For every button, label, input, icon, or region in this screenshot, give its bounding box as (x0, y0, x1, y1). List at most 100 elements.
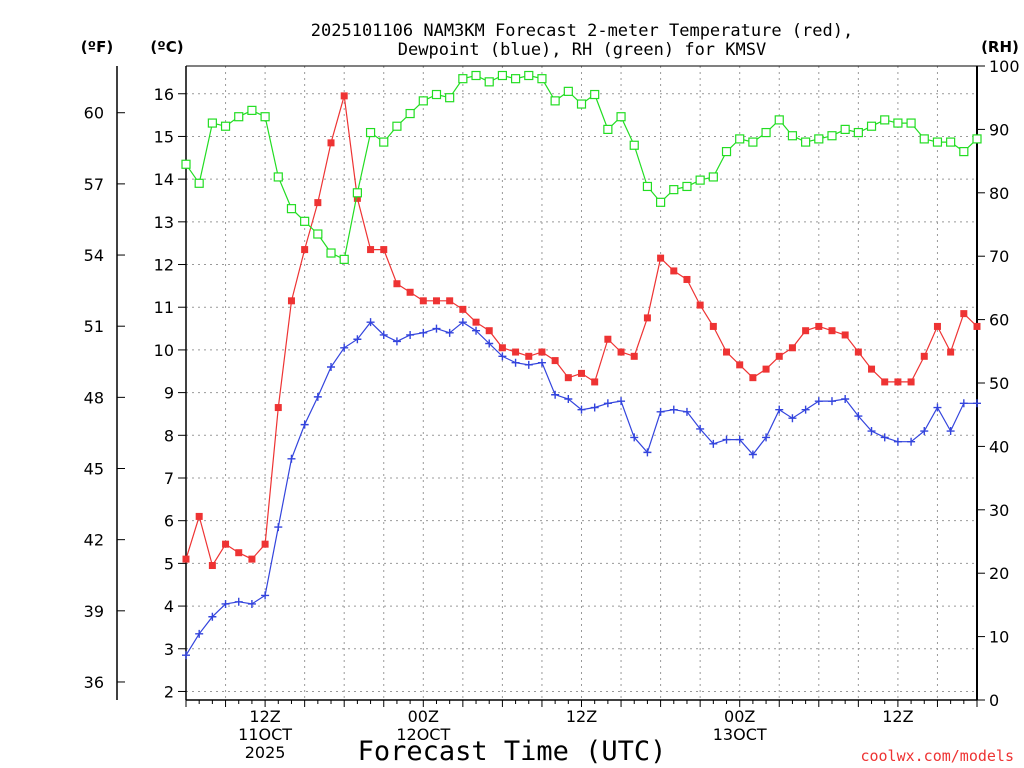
2-meter-temperature-point (446, 297, 454, 305)
celsius-tick-label: 7 (164, 469, 174, 488)
rh-point (616, 112, 626, 122)
2-meter-temperature-point (459, 305, 467, 313)
dewpoint-point (801, 405, 810, 414)
2-meter-temperature-point (894, 378, 902, 386)
dewpoint-point (485, 339, 494, 348)
rh-point (497, 70, 507, 81)
rh-point (300, 216, 310, 226)
2-meter-temperature-point (261, 540, 269, 548)
dewpoint-point (327, 362, 336, 371)
celsius-tick-label: 16 (154, 85, 174, 104)
2-meter-temperature-point (973, 322, 981, 330)
fahrenheit-tick-label: 48 (84, 388, 104, 407)
celsius-tick-label: 11 (154, 298, 174, 317)
rh-point (801, 137, 811, 147)
rh-point (471, 70, 481, 81)
rh-point (629, 140, 639, 150)
2-meter-temperature-point (868, 365, 876, 373)
rh-point (339, 254, 349, 264)
dewpoint-point (814, 397, 823, 406)
rh-point (893, 118, 903, 128)
dewpoint-point (854, 412, 863, 421)
rh-point (207, 118, 217, 128)
dewpoint-point (524, 360, 533, 369)
dewpoint-point (656, 407, 665, 416)
celsius-tick-label: 2 (164, 682, 174, 701)
rh-point (695, 175, 705, 185)
2-meter-temperature-point (340, 92, 348, 100)
celsius-tick-label: 14 (154, 170, 174, 189)
rh-point (932, 137, 943, 147)
2-meter-temperature-point (274, 404, 282, 412)
2-meter-temperature-point (907, 378, 915, 386)
2-meter-temperature-point (933, 322, 941, 330)
celsius-tick-label: 3 (164, 640, 174, 659)
2-meter-temperature-point (736, 361, 744, 369)
x-tick-label: 13OCT (713, 725, 767, 744)
2-meter-temperature-point (367, 246, 375, 254)
rh-tick-label: 80 (989, 184, 1009, 203)
rh-point (814, 134, 824, 144)
rh-tick-label: 70 (989, 247, 1009, 266)
rh-tick-label: 0 (989, 691, 999, 710)
rh-point (392, 121, 402, 131)
dewpoint-point (827, 397, 836, 406)
rh-point (827, 131, 837, 141)
dewpoint-point (511, 358, 520, 367)
dewpoint-point (432, 324, 441, 333)
rh-unit-label: (RH) (981, 38, 1019, 56)
2-meter-temperature-point (353, 194, 361, 202)
dewpoint-point (537, 358, 546, 367)
2-meter-temperature-point (670, 267, 678, 275)
rh-point (234, 112, 244, 122)
fahrenheit-tick-label: 36 (84, 673, 104, 692)
dewpoint-point (748, 450, 757, 459)
rh-point (946, 137, 956, 147)
rh-point (735, 134, 745, 144)
rh-tick-label: 30 (989, 501, 1009, 520)
tick-labels: 2345678910111213141516363942454851545760… (84, 57, 1020, 762)
dewpoint-point (313, 392, 322, 401)
dewpoint-point (682, 407, 691, 416)
rh-point (642, 181, 653, 192)
2-meter-temperature-point (472, 318, 480, 326)
grid-lines (186, 66, 977, 700)
rh-point (352, 188, 362, 198)
rh-point (774, 115, 784, 125)
rh-point (418, 96, 428, 106)
2-meter-temperature-point (248, 555, 256, 563)
2-meter-temperature-point (802, 327, 810, 335)
dewpoint-point (419, 328, 428, 337)
2-meter-temperature-point (591, 378, 599, 386)
rh-point (365, 127, 376, 138)
dewpoint-point (182, 651, 190, 660)
dewpoint-point (472, 326, 481, 335)
2-meter-temperature-point (525, 352, 533, 360)
x-tick-label: 12Z (566, 707, 597, 726)
fahrenheit-unit-label: (ºF) (81, 38, 113, 56)
2-meter-temperature-point (762, 365, 770, 373)
2-meter-temperature-point (683, 275, 691, 283)
rh-point (273, 172, 283, 182)
rh-point (524, 70, 534, 81)
dewpoint-point (841, 395, 850, 404)
dewpoint-point (577, 405, 586, 414)
dewpoint-point (762, 433, 771, 442)
chart-title-line-1: 2025101106 NAM3KM Forecast 2-meter Tempe… (311, 21, 853, 41)
rh-point (959, 146, 969, 157)
rh-point (379, 137, 389, 147)
2-meter-temperature-point (222, 540, 230, 548)
2-meter-temperature-point (512, 348, 520, 356)
dewpoint-point (959, 399, 968, 408)
dewpoint-point (221, 599, 230, 608)
dewpoint-point (498, 352, 507, 361)
rh-point (972, 134, 982, 144)
dewpoint-point (261, 591, 270, 600)
dewpoint-point (195, 629, 204, 638)
dewpoint-point (247, 599, 256, 608)
dewpoint-point (340, 343, 349, 352)
dewpoint-point (287, 454, 296, 463)
dewpoint-point (551, 390, 560, 399)
2-meter-temperature-point (657, 254, 665, 262)
